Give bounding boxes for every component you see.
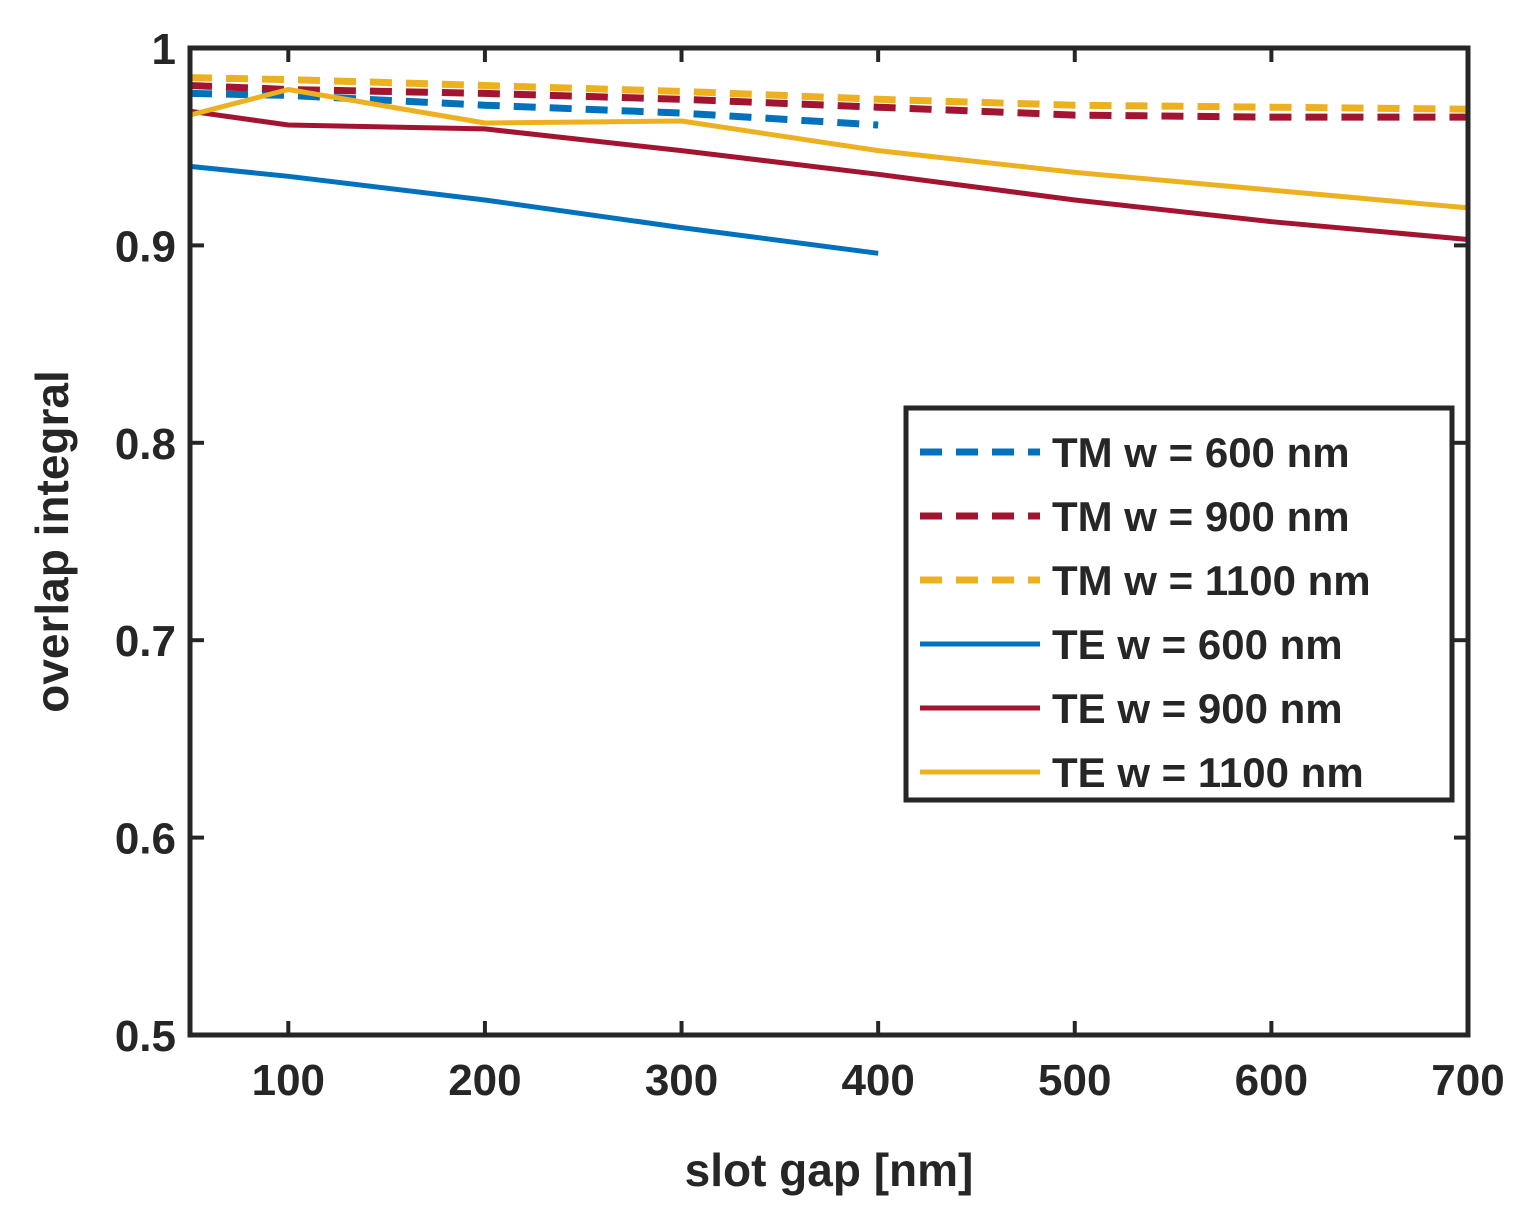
- legend-label-1: TM w = 600 nm: [1052, 429, 1350, 476]
- y-tick-label: 0.8: [115, 420, 176, 469]
- y-tick-label: 0.7: [115, 617, 176, 666]
- x-tick-label: 700: [1431, 1056, 1504, 1105]
- series-line-6: [189, 87, 1469, 211]
- y-tick-label: 0.9: [115, 222, 176, 271]
- y-tick-label: 1: [152, 25, 176, 74]
- x-axis-label: slot gap [nm]: [685, 1144, 974, 1196]
- series-line-4: [189, 163, 879, 256]
- y-tick-label: 0.5: [115, 1012, 176, 1061]
- legend-box: [903, 405, 1455, 803]
- legend-label-6: TE w = 1100 nm: [1052, 749, 1364, 796]
- legend-label-4: TE w = 600 nm: [1052, 621, 1343, 668]
- legend-label-2: TM w = 900 nm: [1052, 493, 1350, 540]
- x-tick-label: 100: [252, 1056, 325, 1105]
- x-tick-label: 300: [645, 1056, 718, 1105]
- series-line-5: [189, 108, 1469, 242]
- series-line-1: [189, 89, 879, 129]
- ticks-layer: [190, 46, 1470, 1037]
- tick-labels-layer: 100 200 300 400 500 600 700 0.5 0.6 0.7 0.8 0.9 1: [115, 25, 1505, 1105]
- x-tick-label: 400: [841, 1056, 914, 1105]
- y-axis-label: overlap integral: [26, 370, 78, 713]
- legend-label-5: TE w = 900 nm: [1052, 685, 1343, 732]
- series-layer: [189, 74, 1469, 256]
- series-line-3: [189, 74, 1469, 113]
- x-tick-label: 600: [1235, 1056, 1308, 1105]
- x-tick-label: 500: [1038, 1056, 1111, 1105]
- plot-area-frame: [187, 45, 1471, 1038]
- series-line-2: [189, 82, 1468, 121]
- legend-label-3: TM w = 1100 nm: [1052, 557, 1371, 604]
- legend: TM w = 600 nm TM w = 900 nm TM w = 1100 nm…: [903, 405, 1455, 803]
- x-tick-label: 200: [448, 1056, 521, 1105]
- y-tick-label: 0.6: [115, 815, 176, 864]
